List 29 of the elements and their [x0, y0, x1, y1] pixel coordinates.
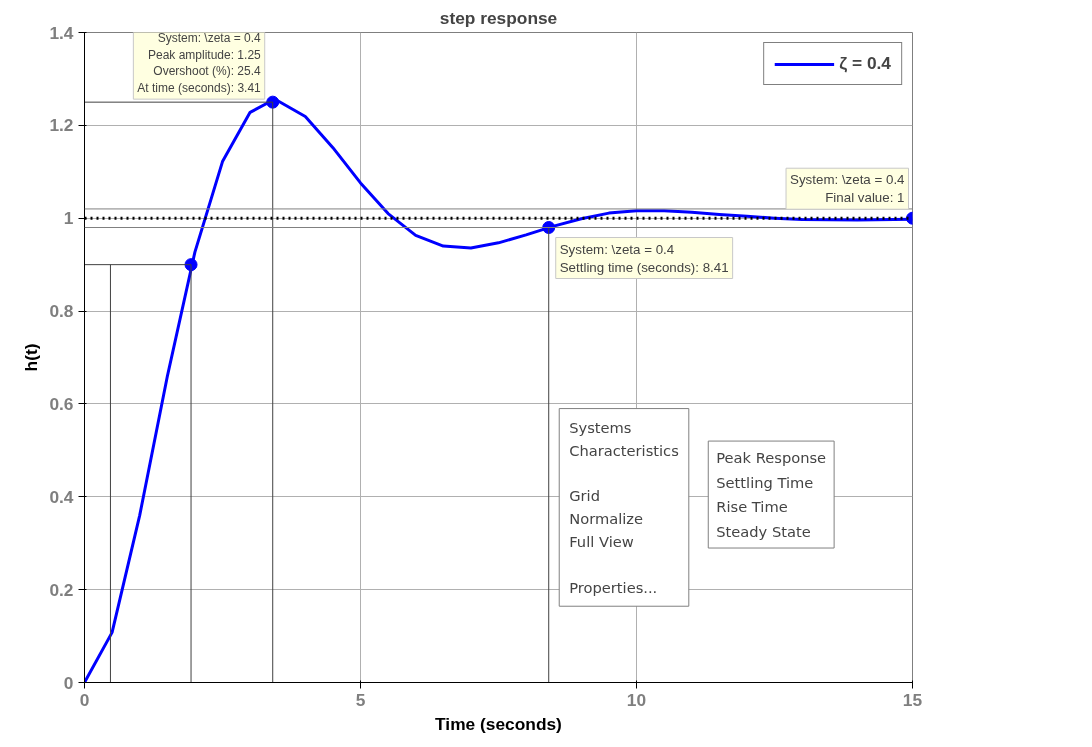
annotation: Grid — [569, 487, 600, 505]
annotation: Properties... — [569, 579, 658, 597]
y-tick-label: 0 — [63, 672, 74, 693]
annotation: Peak Response — [716, 449, 827, 467]
x-tick-label: 10 — [626, 689, 647, 710]
y-tick-label: 1 — [63, 208, 74, 229]
y-axis-title: h(t) — [21, 343, 42, 372]
y-tick-label: 1.4 — [49, 22, 74, 43]
x-tick-label: 15 — [902, 689, 923, 710]
y-tick-label: 0.2 — [49, 579, 74, 600]
legend-label: ζ = 0.4 — [839, 53, 891, 74]
x-tick-label: 0 — [79, 689, 90, 710]
y-tick-label: 0.6 — [49, 393, 74, 414]
annotation: System: \zeta = 0.4 Final value: 1 — [790, 172, 906, 206]
annotation: Settling Time — [716, 473, 814, 491]
annotation: System: \zeta = 0.4 Peak amplitude: 1.25 Overshoot (%): 25.4 At time (seconds): 3.41 — [137, 30, 262, 96]
y-tick-label: 0.8 — [49, 301, 74, 322]
annotation: Normalize — [569, 510, 644, 528]
annotation: Full View — [569, 533, 634, 551]
x-axis-title: Time (seconds) — [435, 713, 562, 734]
annotation: Systems — [569, 418, 632, 436]
annotation: Steady State — [716, 523, 811, 541]
annotation: System: \zeta = 0.4 Settling time (seconds): 8.41 — [559, 241, 729, 275]
annotation: Characteristics — [569, 441, 679, 459]
annotation: Rise Time — [716, 498, 788, 516]
y-tick-label: 1.2 — [49, 115, 74, 136]
chart-title: step response — [439, 7, 558, 28]
y-tick-label: 0.4 — [49, 486, 74, 507]
x-tick-label: 5 — [355, 689, 366, 710]
